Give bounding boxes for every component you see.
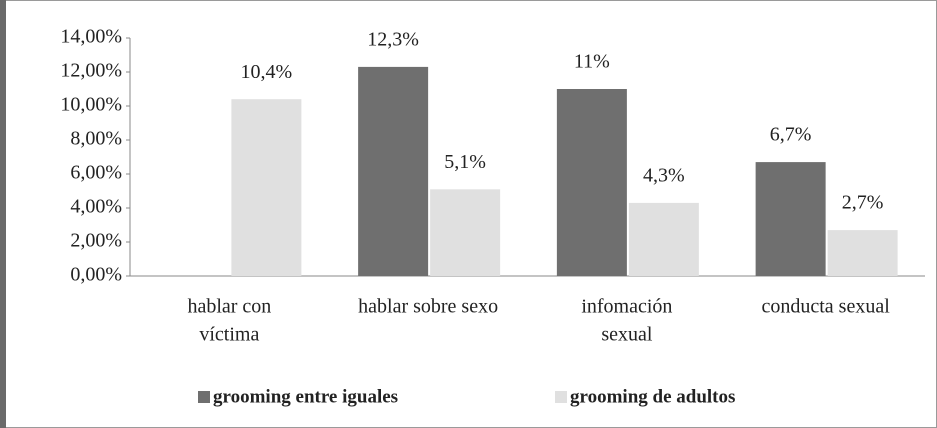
data-label: 10,4%	[241, 61, 293, 83]
x-tick-label: conducta sexual	[761, 296, 890, 318]
data-label: 5,1%	[444, 151, 486, 173]
legend-swatch	[198, 391, 210, 403]
frame-edge	[0, 0, 6, 428]
y-tick-label: 14,00%	[60, 26, 122, 48]
x-tick-label: sexual	[601, 324, 653, 346]
y-tick-label: 0,00%	[70, 264, 122, 286]
x-tick-label: infomación	[581, 296, 672, 318]
legend-swatch	[555, 391, 567, 403]
y-tick-label: 8,00%	[70, 128, 122, 150]
bar	[231, 99, 302, 276]
data-label: 2,7%	[842, 192, 884, 214]
bar	[827, 230, 898, 276]
bar	[358, 66, 429, 277]
bar	[628, 202, 699, 276]
bar	[430, 189, 501, 276]
data-label: 4,3%	[643, 164, 685, 186]
data-label: 11%	[574, 51, 610, 73]
legend-label: grooming de adultos	[570, 386, 735, 407]
data-label: 12,3%	[367, 28, 419, 50]
data-label: 6,7%	[770, 124, 812, 146]
y-tick-label: 6,00%	[70, 162, 122, 184]
bar	[755, 162, 826, 276]
x-tick-label: hablar con	[187, 296, 271, 318]
bar	[556, 89, 627, 276]
x-tick-label: víctima	[199, 324, 259, 346]
y-tick-label: 12,00%	[60, 60, 122, 82]
y-tick-label: 10,00%	[60, 94, 122, 116]
y-tick-label: 2,00%	[70, 230, 122, 252]
legend-label: grooming entre iguales	[213, 386, 398, 407]
legend: grooming entre iguales grooming de adulto…	[198, 386, 735, 407]
x-tick-label: hablar sobre sexo	[358, 296, 498, 318]
y-tick-label: 4,00%	[70, 196, 122, 218]
